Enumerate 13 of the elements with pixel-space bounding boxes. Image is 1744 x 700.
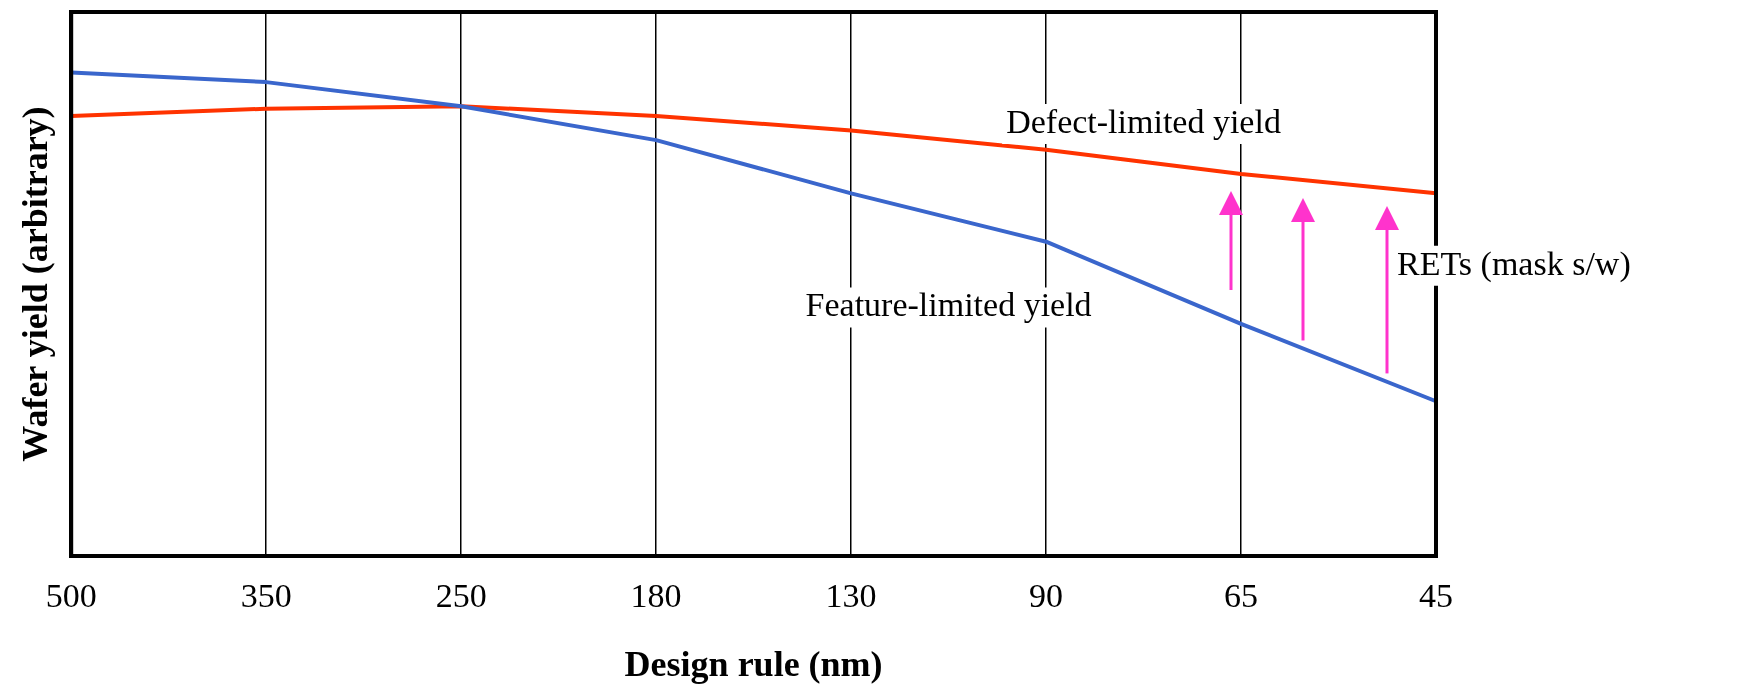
x-tick-label: 180 bbox=[630, 577, 682, 615]
x-tick-label: 500 bbox=[45, 577, 97, 615]
annotation: RETs (mask s/w) bbox=[1397, 244, 1631, 283]
y-axis-title: Wafer yield (arbitrary) bbox=[14, 106, 55, 462]
x-tick-label: 65 bbox=[1224, 577, 1259, 615]
x-tick-label: 250 bbox=[435, 577, 487, 615]
x-tick-label: 130 bbox=[825, 577, 877, 615]
x-tick-label: 45 bbox=[1419, 577, 1453, 615]
x-axis-title: Design rule (nm) bbox=[624, 643, 883, 684]
series-label: Feature-limited yield bbox=[805, 286, 1092, 324]
x-tick-label: 350 bbox=[240, 577, 292, 615]
series-label: Defect-limited yield bbox=[1006, 102, 1281, 140]
x-tick-label: 90 bbox=[1029, 577, 1064, 615]
